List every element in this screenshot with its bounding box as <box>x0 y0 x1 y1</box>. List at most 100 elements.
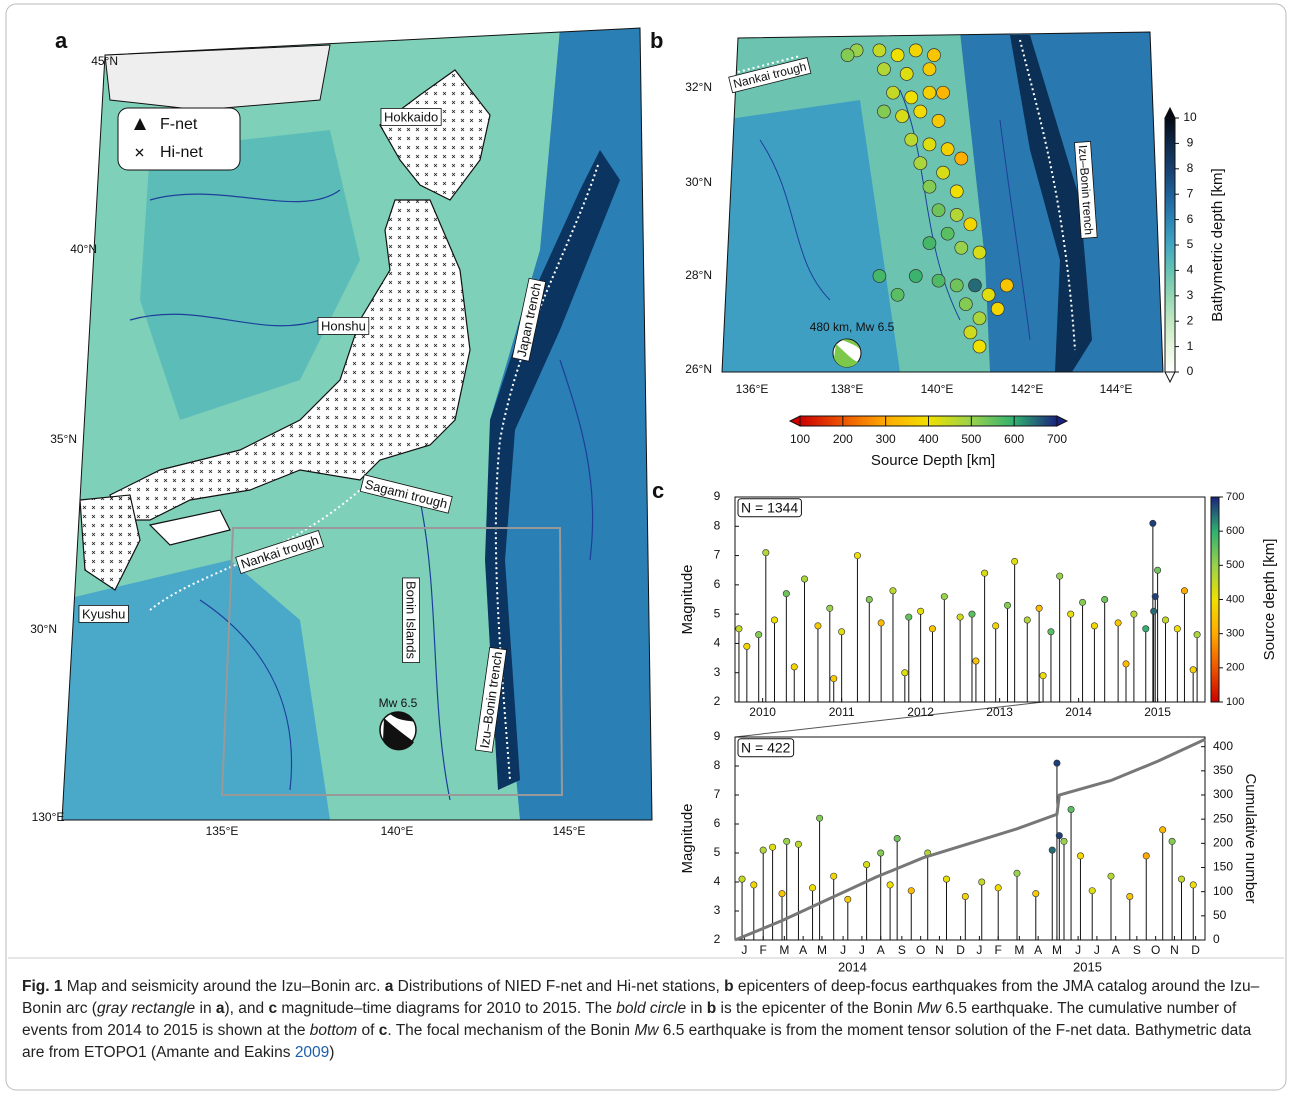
caption-run: magnitude–time diagrams for 2010 to 2015… <box>277 1000 617 1017</box>
label-box <box>235 529 325 575</box>
x-tick-label: A <box>799 943 807 957</box>
colorbar-tick-label: 3 <box>1187 288 1194 302</box>
event <box>865 595 873 603</box>
colorbar-end <box>1164 371 1176 384</box>
epicenter <box>872 43 887 58</box>
caption-run: b <box>706 1000 717 1017</box>
event <box>1107 872 1115 880</box>
lon-label: 140°E <box>921 382 954 396</box>
place-label: Mw 6.5 <box>379 696 418 710</box>
x-tick-label: F <box>760 943 767 957</box>
event <box>1039 672 1047 680</box>
lon-label: 135°E <box>206 824 239 838</box>
colorbar-tick-label: 100 <box>1226 696 1244 708</box>
colorbar <box>1210 496 1220 703</box>
epicenter <box>877 104 891 119</box>
map-b-frame <box>721 31 1164 373</box>
colorbar-tick-label: 7 <box>1187 186 1194 200</box>
event <box>1055 832 1063 840</box>
caption-run[interactable]: 2009 <box>294 1044 330 1061</box>
x-tick-label: 2011 <box>829 705 855 719</box>
x-group-label: 2015 <box>1073 959 1102 974</box>
colorbar-label: Source Depth [km] <box>871 452 995 469</box>
epicenter <box>936 85 950 100</box>
epicenter <box>931 273 946 288</box>
caption-run: ), and <box>224 1000 269 1017</box>
event <box>1162 616 1170 624</box>
event <box>1101 595 1109 603</box>
event <box>886 881 894 889</box>
y-tick-label: 9 <box>714 729 721 743</box>
caption-run: Distributions of NIED F-net and Hi-net s… <box>393 978 725 995</box>
x-tick-label: M <box>1052 943 1062 957</box>
caption-run: gray rectangle <box>96 1000 196 1017</box>
y2-tick-label: 300 <box>1213 787 1233 801</box>
epicenter <box>968 278 982 293</box>
colorbar-tick-label: 2 <box>1187 313 1194 327</box>
event <box>750 881 758 889</box>
event <box>1154 566 1162 574</box>
x-tick-label: O <box>916 943 925 957</box>
colorbar-tick-label: 0 <box>1187 364 1194 378</box>
x-tick-label: J <box>1094 943 1100 957</box>
annotation-box <box>737 498 802 518</box>
figure-border <box>5 3 1287 1091</box>
legend: F-net Hi-net <box>117 107 241 171</box>
panel-label: c <box>652 478 664 503</box>
epicenter <box>899 67 914 81</box>
label-box <box>728 57 812 94</box>
epicenter <box>949 278 964 293</box>
y-tick-label: 7 <box>714 548 721 562</box>
colorbar-tick-label: 100 <box>790 432 810 446</box>
lat-label: 26°N <box>685 362 712 376</box>
event <box>1126 892 1134 900</box>
y2-tick-label: 200 <box>1213 836 1233 850</box>
colorbar-tick-label: 8 <box>1187 161 1194 175</box>
event <box>809 884 817 892</box>
colorbar-tick-label: 9 <box>1187 136 1194 150</box>
y2-tick-label: 0 <box>1213 932 1220 946</box>
epicenter <box>913 156 928 171</box>
event <box>889 587 897 595</box>
label-box <box>511 277 547 362</box>
event <box>782 590 790 598</box>
event <box>972 657 980 665</box>
epicenter <box>949 184 964 199</box>
caption-run: b <box>724 978 734 995</box>
x-tick-label: 2013 <box>986 705 1013 719</box>
colorbar-tick-label: 200 <box>833 432 853 446</box>
y-tick-label: 2 <box>714 932 721 946</box>
cumulative-line <box>734 738 1206 942</box>
event <box>1032 890 1040 898</box>
y-tick-label: 8 <box>714 758 721 772</box>
event <box>1090 622 1098 630</box>
event <box>770 616 778 624</box>
lat-label: 30°N <box>30 622 57 636</box>
event <box>1142 625 1150 633</box>
colorbar-tick-label: 1 <box>1187 339 1194 353</box>
epicenter <box>972 245 987 260</box>
epicenter <box>963 217 978 232</box>
x-tick-label: J <box>741 943 747 957</box>
event <box>1013 869 1021 877</box>
event <box>738 875 746 883</box>
x-tick-label: J <box>840 943 846 957</box>
event <box>940 593 948 601</box>
y2-axis-label: Cumulative number <box>1242 773 1259 903</box>
y2-tick-label: 150 <box>1213 860 1233 874</box>
y-tick-label: 6 <box>714 577 721 591</box>
y-tick-label: 3 <box>714 665 721 679</box>
y-axis-label: Magnitude <box>679 564 696 634</box>
event <box>981 569 989 577</box>
colorbar-tick-label: 700 <box>1047 432 1067 446</box>
event <box>1130 610 1138 618</box>
colorbar-tick-label: 700 <box>1226 491 1244 503</box>
x-tick-label: 2015 <box>1144 705 1171 719</box>
x-tick-label: F <box>995 943 1002 957</box>
epicenter <box>958 297 973 312</box>
event <box>769 843 777 851</box>
y-tick-label: 4 <box>714 636 721 650</box>
lat-label: 35°N <box>50 432 77 446</box>
epicenter <box>954 240 969 255</box>
event <box>755 631 763 639</box>
